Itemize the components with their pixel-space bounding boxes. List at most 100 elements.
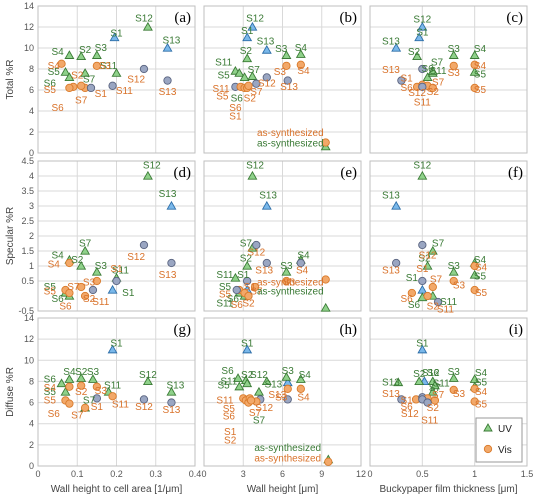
y-tick-label: 2 [29,231,34,241]
point-label: S4 [296,266,309,277]
point-S1 [109,32,120,42]
x-axis-label: Wall height to cell area [1/μm] [51,484,183,495]
point-label: S4 [299,370,312,381]
point-S3 [282,61,291,70]
y-tick-label: 6 [29,398,34,408]
point-S12 [418,240,427,250]
point-S3 [448,50,459,59]
point-S11 [427,65,438,75]
panel-g: 0 2 4 6 8 10 12 14 Diffuse %R 0 0.1 0.2 0.3 0.4 Wall h… [5,313,201,495]
y-axis-label: Total %R [5,59,16,99]
point-label: S13 [166,381,184,392]
point-label: S13 [163,36,181,47]
point-label: S1 [244,282,257,293]
point-label: S11 [216,395,233,406]
point-label: as-synthesized [254,454,321,465]
point-S5 [470,397,479,406]
point-label: S11 [440,297,457,308]
point-S6 [407,288,417,298]
point-label: S3 [95,43,108,54]
point-S2 [242,53,253,63]
panel-i: 0 0.5 1 1.5 Buckypaper film thickness [μm] (i… [367,317,533,495]
point-S13 [392,258,401,268]
point-S12 [139,395,149,404]
point-label: S4 [52,251,65,262]
point-label: S12 [422,368,440,379]
point-S2 [80,291,90,301]
point-S7 [252,79,261,88]
point-S3 [281,266,292,276]
point-label: S5 [48,67,61,78]
point-label: S4 [52,47,65,58]
point-label: S5 [475,377,488,388]
point-label: S13 [268,390,286,401]
point-label: S6 [231,300,244,311]
point-S5 [470,285,479,295]
y-tick-label: 10 [24,43,34,53]
point-label: S12 [408,88,426,99]
point-label: S1 [229,111,242,122]
point-label: S11 [430,66,447,77]
point-S1 [107,284,118,294]
point-label: S11 [100,61,117,72]
point-label: S1 [401,395,414,406]
point-S7 [427,386,438,396]
point-S2 [412,51,423,60]
point-label: S13 [159,270,177,281]
point-label: S2 [242,299,255,310]
point-label: S13 [382,191,400,202]
point-label: as-synthesized [257,278,324,289]
point-label: S4 [474,61,487,72]
point-S4 [296,60,305,69]
point-label: S1 [416,338,429,349]
point-S1 [242,32,253,42]
point-label: S11 [215,58,232,69]
y-tick-label: 14 [24,1,34,11]
plot-frame [37,160,196,312]
point-label: S5 [475,400,488,411]
point-S4 [470,261,479,271]
point-S7 [247,71,258,80]
point-label: S6 [44,374,57,385]
point-S1 [86,83,96,93]
point-S1 [418,276,427,286]
point-label: S7 [71,410,84,421]
point-label: S1 [401,73,414,84]
point-label: S13 [255,266,273,277]
point-S7 [80,68,91,77]
point-label: S5 [475,288,488,299]
point-S5 [469,269,480,279]
plot-frame [37,317,196,467]
point-S2 [76,51,87,60]
point-label: S7 [431,58,444,69]
point-S1 [242,344,253,354]
point-label: S6 [229,103,242,114]
point-S13 [167,398,176,407]
point-S11 [423,398,432,407]
point-label: S1 [241,26,254,37]
y-tick-label: 2 [29,440,34,450]
point-label: S12 [135,402,153,413]
point-label: S12 [250,370,268,381]
point-label: S3 [87,367,100,378]
y-axis-label: Diffuse %R [5,367,16,417]
point-label: S7 [83,395,96,406]
point-label: S4 [295,43,308,54]
point-label: S4 [297,66,310,77]
point-label: S7 [253,416,266,427]
point-label: S6 [401,402,414,413]
point-as-synthesized [321,275,330,284]
point-label: S12 [258,79,276,90]
point-S1 [414,32,425,42]
point-label: S12 [246,14,264,25]
point-label: S4 [475,368,488,379]
point-label: S13 [382,377,400,388]
point-S4 [64,374,75,383]
x-tick-label: 0.5 [416,469,429,479]
point-label: S12 [255,403,273,414]
point-label: S4 [44,383,57,394]
y-tick-label: 8 [29,64,34,74]
legend-vis-label: Vis [498,445,512,456]
